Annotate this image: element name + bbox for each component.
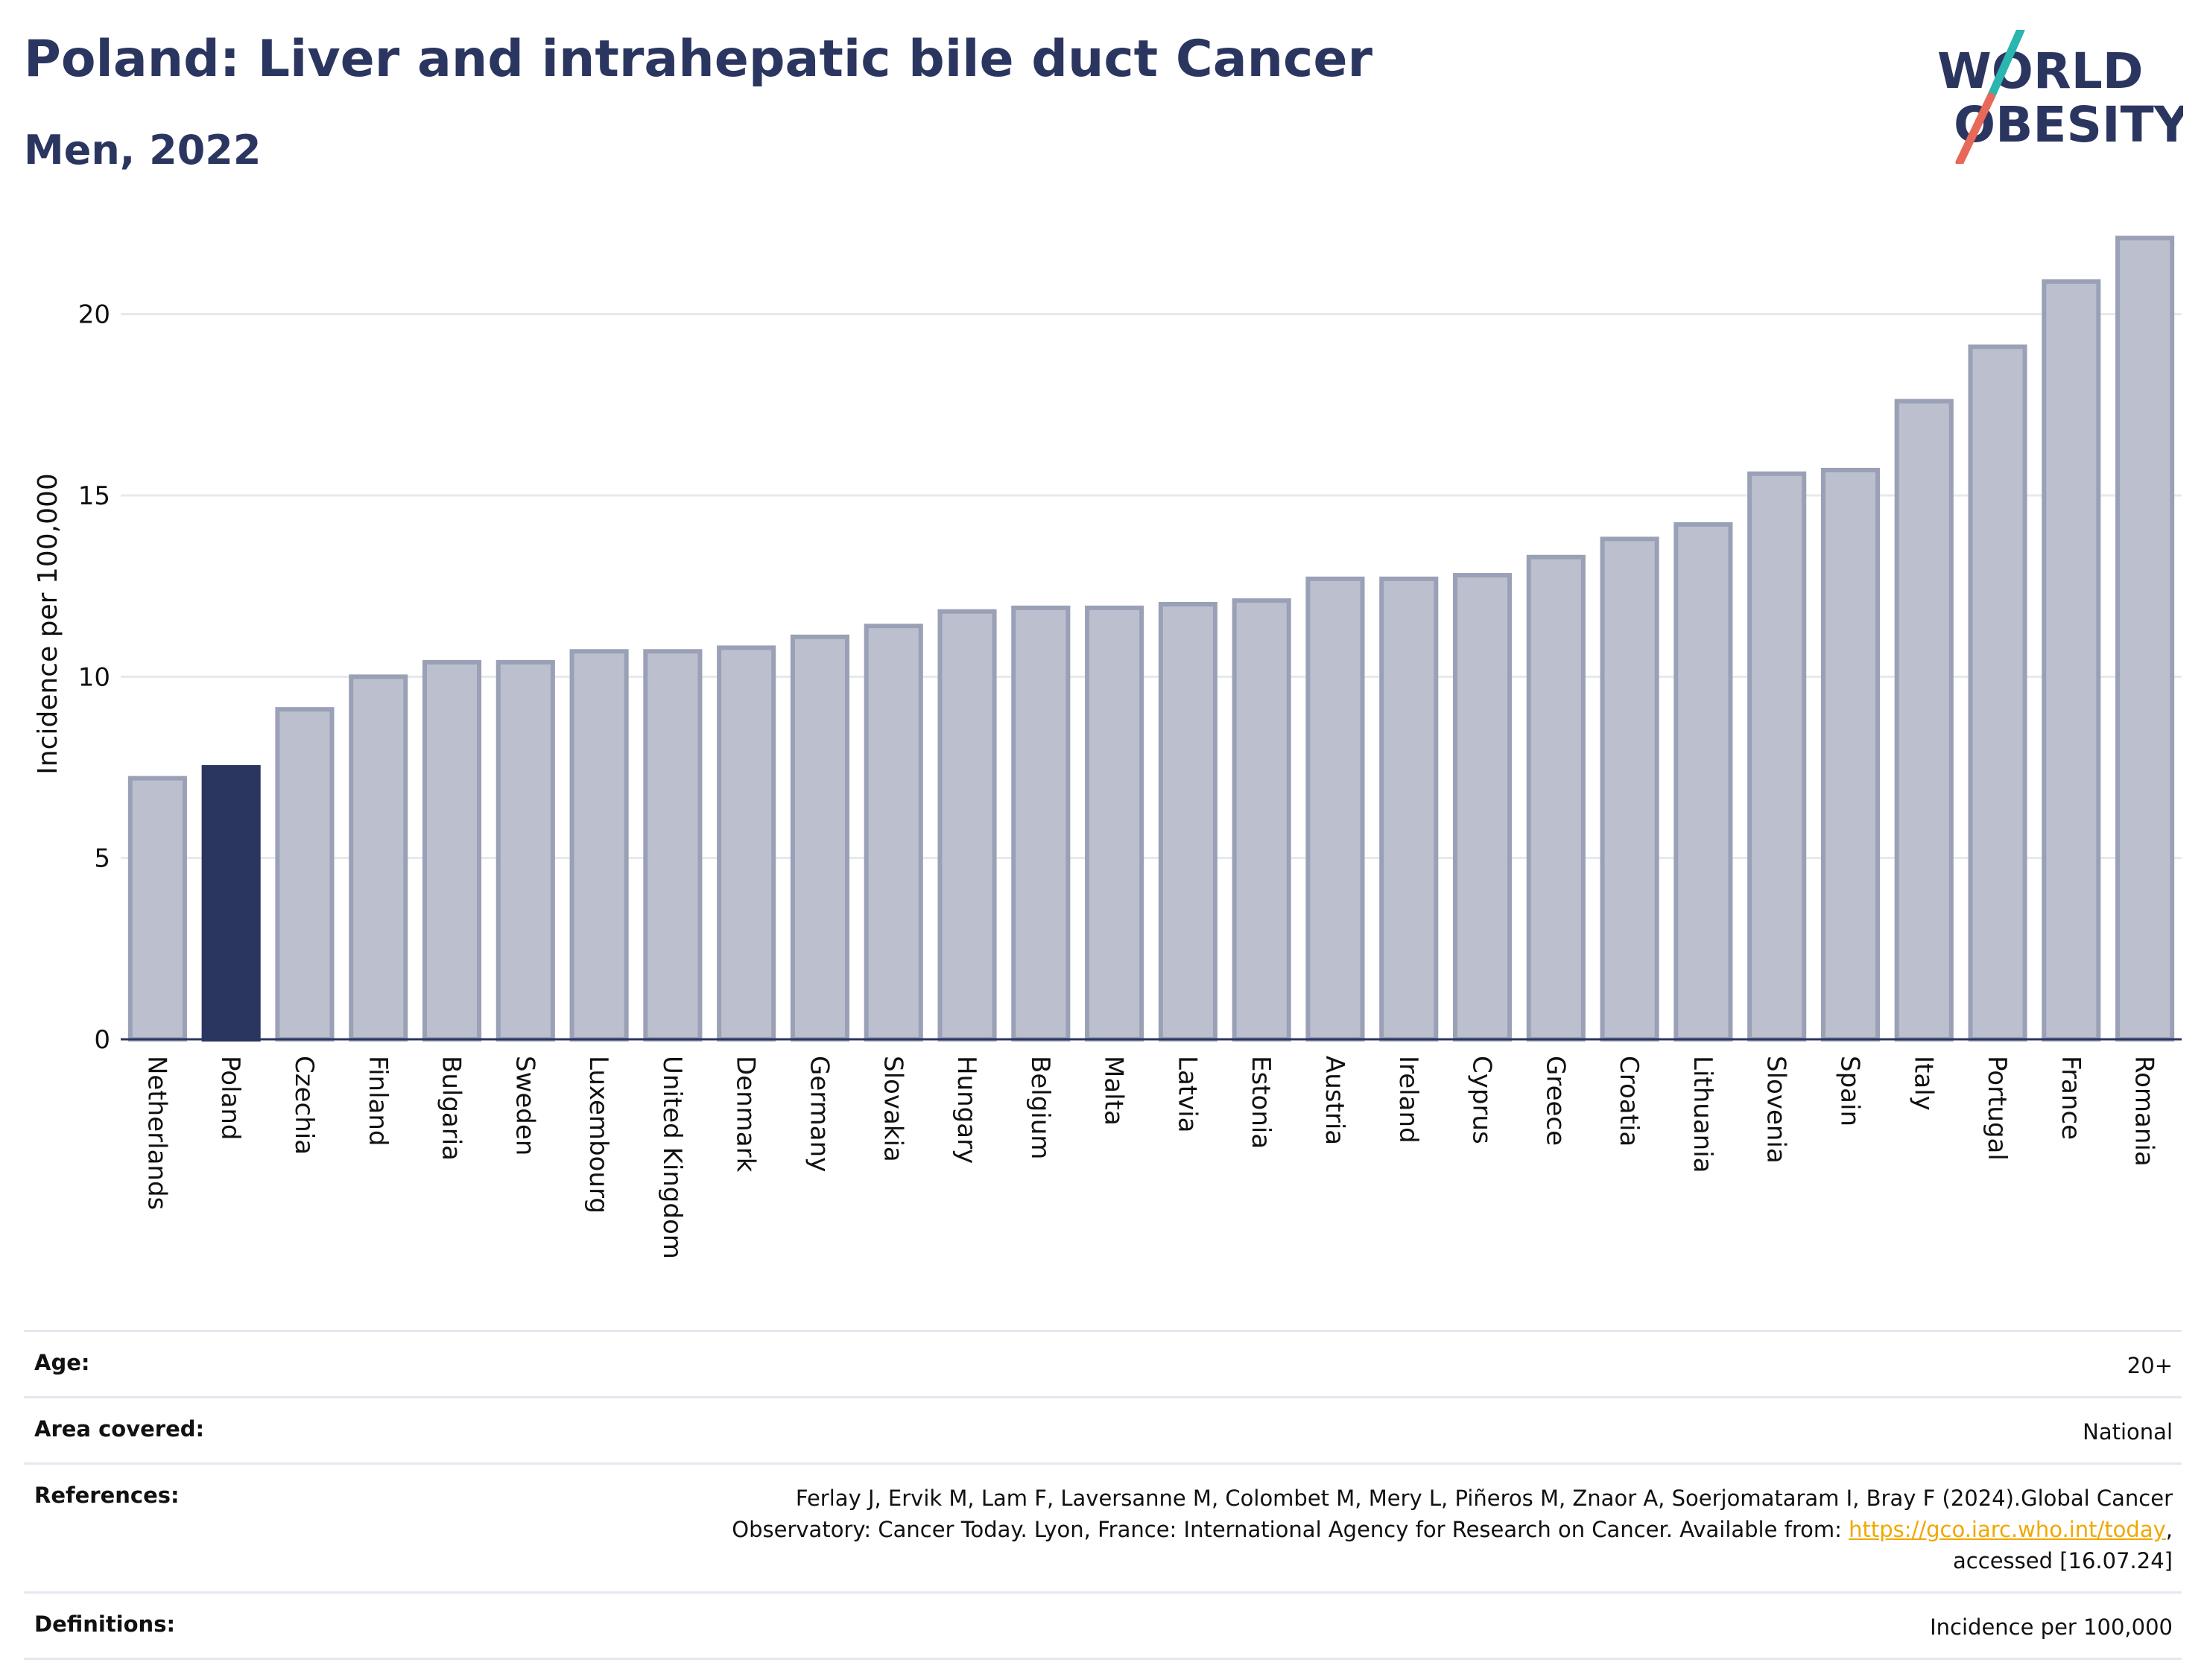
bar-finland: [349, 674, 408, 1042]
x-tick-label: Latvia: [1172, 1056, 1202, 1133]
x-tick-label: Romania: [2129, 1056, 2159, 1167]
x-tick-label: Ireland: [1393, 1056, 1423, 1144]
x-axis-ticks: Netherlands Poland Czechia Finland Bulgaria S…: [142, 1056, 2159, 1259]
area-value: National: [2083, 1419, 2173, 1445]
x-tick-label: Cyprus: [1467, 1056, 1497, 1144]
meta-row-area: Area covered: National: [24, 1396, 2182, 1462]
bar-portugal: [1968, 344, 2027, 1042]
y-tick-label: 5: [94, 844, 110, 874]
x-tick-label: Bulgaria: [437, 1056, 466, 1161]
bar-slovenia: [1747, 471, 1807, 1042]
x-tick-label: Austria: [1320, 1056, 1349, 1145]
bar-united-kingdom: [643, 649, 703, 1042]
bar-slovakia: [864, 624, 923, 1042]
x-tick-label: United Kingdom: [657, 1056, 687, 1259]
x-tick-label: Croatia: [1614, 1056, 1644, 1147]
bar-chart: 0 5 10 15 20 Netherlands Poland Czechia Finland…: [33, 235, 2182, 1259]
y-tick-label: 10: [78, 662, 110, 692]
bar-luxembourg: [569, 649, 629, 1042]
references-value: Ferlay J, Ervik M, Lam F, Laversanne M, …: [732, 1483, 2173, 1576]
x-tick-label: France: [2056, 1056, 2086, 1140]
bar-malta: [1085, 605, 1144, 1042]
bar-spain: [1820, 467, 1881, 1042]
bar-poland: [201, 765, 261, 1042]
x-tick-label: Malta: [1099, 1056, 1129, 1126]
bar-lithuania: [1673, 522, 1733, 1042]
meta-row-age: Age: 20+: [24, 1330, 2182, 1396]
logo-slash-bottom: [1955, 92, 1995, 164]
bar-austria: [1305, 576, 1365, 1042]
x-tick-label: Czechia: [289, 1056, 319, 1155]
chart-title: Poland: Liver and intrahepatic bile duct…: [24, 30, 1373, 89]
world-obesity-logo: WORLD OBESITY: [1937, 30, 2183, 164]
definitions-label: Definitions:: [34, 1611, 176, 1637]
bar-hungary: [937, 609, 997, 1042]
bar-france: [2042, 279, 2101, 1042]
x-tick-label: Netherlands: [142, 1056, 171, 1210]
bar-sweden: [495, 659, 555, 1042]
bar-greece: [1526, 554, 1586, 1042]
x-tick-label: Finland: [363, 1056, 393, 1147]
metadata-table: Age: 20+ Area covered: National Referenc…: [24, 1330, 2182, 1660]
x-tick-label: Slovakia: [878, 1056, 908, 1162]
chart-subtitle: Men, 2022: [24, 127, 262, 174]
x-tick-label: Portugal: [1982, 1056, 2012, 1161]
bar-netherlands: [127, 776, 187, 1042]
y-axis-ticks: 0 5 10 15 20: [78, 300, 110, 1055]
bar-croatia: [1600, 536, 1659, 1042]
bar-bulgaria: [422, 659, 482, 1042]
bar-romania: [2115, 235, 2175, 1042]
bar-estonia: [1232, 598, 1291, 1042]
y-tick-label: 0: [94, 1025, 110, 1055]
logo-line2: OBESITY: [1954, 96, 2183, 153]
x-tick-label: Poland: [215, 1056, 245, 1141]
bar-belgium: [1011, 605, 1071, 1042]
references-label: References:: [34, 1483, 180, 1508]
age-value: 20+: [2127, 1353, 2173, 1378]
bar-germany: [790, 634, 850, 1042]
area-label: Area covered:: [34, 1416, 205, 1442]
bar-czechia: [275, 707, 335, 1042]
x-tick-label: Greece: [1540, 1056, 1570, 1146]
x-tick-label: Germany: [804, 1056, 834, 1172]
bars: [127, 235, 2175, 1042]
definitions-value: Incidence per 100,000: [1930, 1614, 2173, 1640]
bar-italy: [1894, 399, 1954, 1042]
logo-slash-top: [1986, 30, 2025, 101]
x-tick-label: Estonia: [1246, 1056, 1276, 1149]
x-tick-label: Hungary: [951, 1056, 981, 1164]
x-tick-label: Italy: [1908, 1056, 1938, 1111]
meta-row-references: References: Ferlay J, Ervik M, Lam F, La…: [24, 1462, 2182, 1591]
y-tick-label: 20: [78, 300, 110, 330]
bar-ireland: [1379, 576, 1439, 1042]
references-link[interactable]: https://gco.iarc.who.int/today: [1849, 1517, 2166, 1542]
x-tick-label: Slovenia: [1761, 1056, 1791, 1164]
meta-row-definitions: Definitions: Incidence per 100,000: [24, 1591, 2182, 1660]
logo-line1: WORLD: [1937, 42, 2144, 100]
references-line2-prefix: Observatory: Cancer Today. Lyon, France:…: [732, 1517, 1849, 1542]
age-label: Age:: [34, 1350, 90, 1375]
references-line3: accessed [16.07.24]: [1953, 1548, 2173, 1573]
bar-latvia: [1158, 602, 1217, 1042]
bar-cyprus: [1452, 573, 1513, 1042]
x-tick-label: Belgium: [1025, 1056, 1055, 1159]
x-tick-label: Denmark: [731, 1056, 761, 1173]
y-tick-label: 15: [78, 481, 110, 511]
x-tick-label: Spain: [1834, 1056, 1864, 1126]
y-axis-label: Incidence per 100,000: [33, 473, 63, 775]
references-line1: Ferlay J, Ervik M, Lam F, Laversanne M, …: [795, 1486, 2173, 1511]
x-tick-label: Lithuania: [1688, 1056, 1717, 1173]
references-line2-suffix: ,: [2165, 1517, 2173, 1542]
x-tick-label: Sweden: [510, 1056, 539, 1156]
x-tick-label: Luxembourg: [583, 1056, 613, 1214]
bar-denmark: [717, 645, 776, 1042]
